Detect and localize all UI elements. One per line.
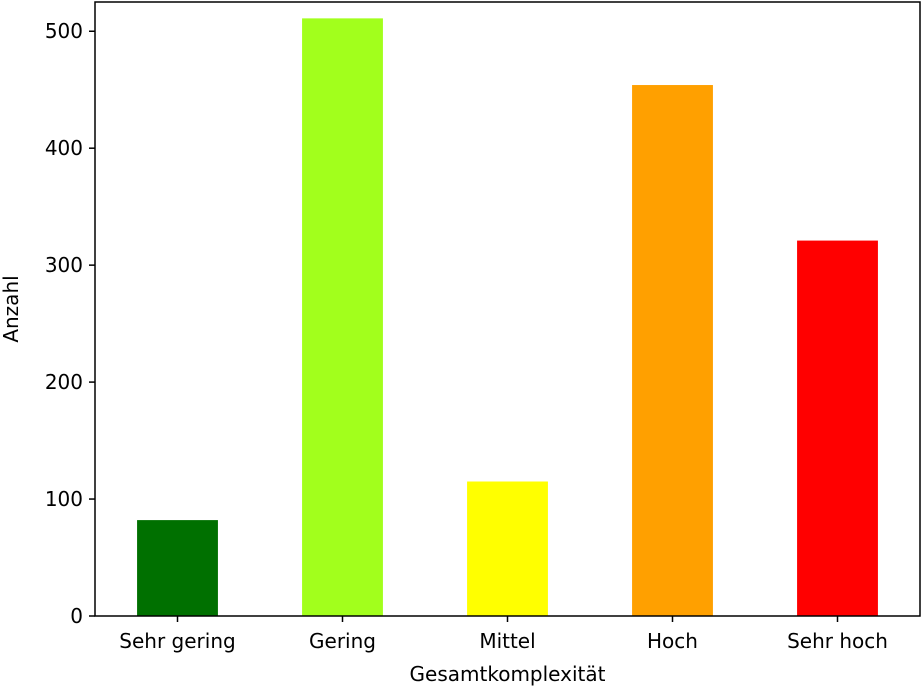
y-tick-label: 300 <box>45 253 83 277</box>
y-tick-label: 500 <box>45 19 83 43</box>
bar-gering <box>302 18 383 616</box>
y-tick-label: 0 <box>70 604 83 628</box>
bar-mittel <box>467 481 548 616</box>
y-tick-label: 400 <box>45 136 83 160</box>
plot-frame <box>94 1 921 617</box>
x-tick-label: Sehr gering <box>119 629 235 653</box>
x-tick-label: Mittel <box>479 629 535 653</box>
y-axis-title: Anzahl <box>0 275 23 342</box>
x-tick-label: Sehr hoch <box>787 629 888 653</box>
y-axis-ticks: 0 100 200 300 400 500 <box>45 19 95 628</box>
x-tick-label: Gering <box>309 629 376 653</box>
bars-group <box>137 18 878 616</box>
x-axis-title: Gesamtkomplexität <box>410 662 606 686</box>
x-axis-ticks: Sehr gering Gering Mittel Hoch Sehr hoch <box>119 616 888 653</box>
bar-sehr-gering <box>137 520 218 616</box>
x-tick-label: Hoch <box>647 629 698 653</box>
y-tick-label: 100 <box>45 487 83 511</box>
bar-hoch <box>632 85 713 616</box>
bar-sehr-hoch <box>797 240 878 616</box>
y-tick-label: 200 <box>45 370 83 394</box>
